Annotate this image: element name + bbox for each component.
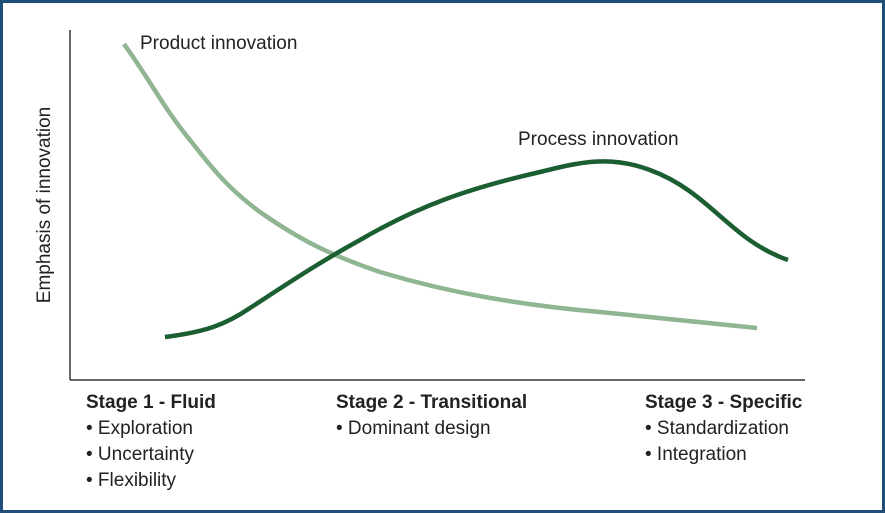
stage-item: • Exploration — [86, 418, 193, 439]
process-curve — [164, 159, 789, 340]
stage-title: Stage 3 - Specific — [645, 392, 803, 413]
stage-item: • Dominant design — [336, 418, 491, 439]
stage-item: • Standardization — [645, 418, 789, 439]
stages: Stage 1 - Fluid • Exploration • Uncertaint… — [86, 392, 803, 491]
stage-title: Stage 1 - Fluid — [86, 392, 216, 413]
stage-item: • Uncertainty — [86, 444, 195, 465]
stage-item: • Integration — [645, 444, 747, 465]
curve-label: Product innovation — [140, 33, 297, 54]
curve-label: Process innovation — [518, 129, 679, 150]
stage-item: • Flexibility — [86, 470, 177, 491]
product-curve — [122, 42, 758, 331]
stage-title: Stage 2 - Transitional — [336, 392, 527, 413]
y-axis-label: Emphasis of innovation — [34, 107, 55, 303]
